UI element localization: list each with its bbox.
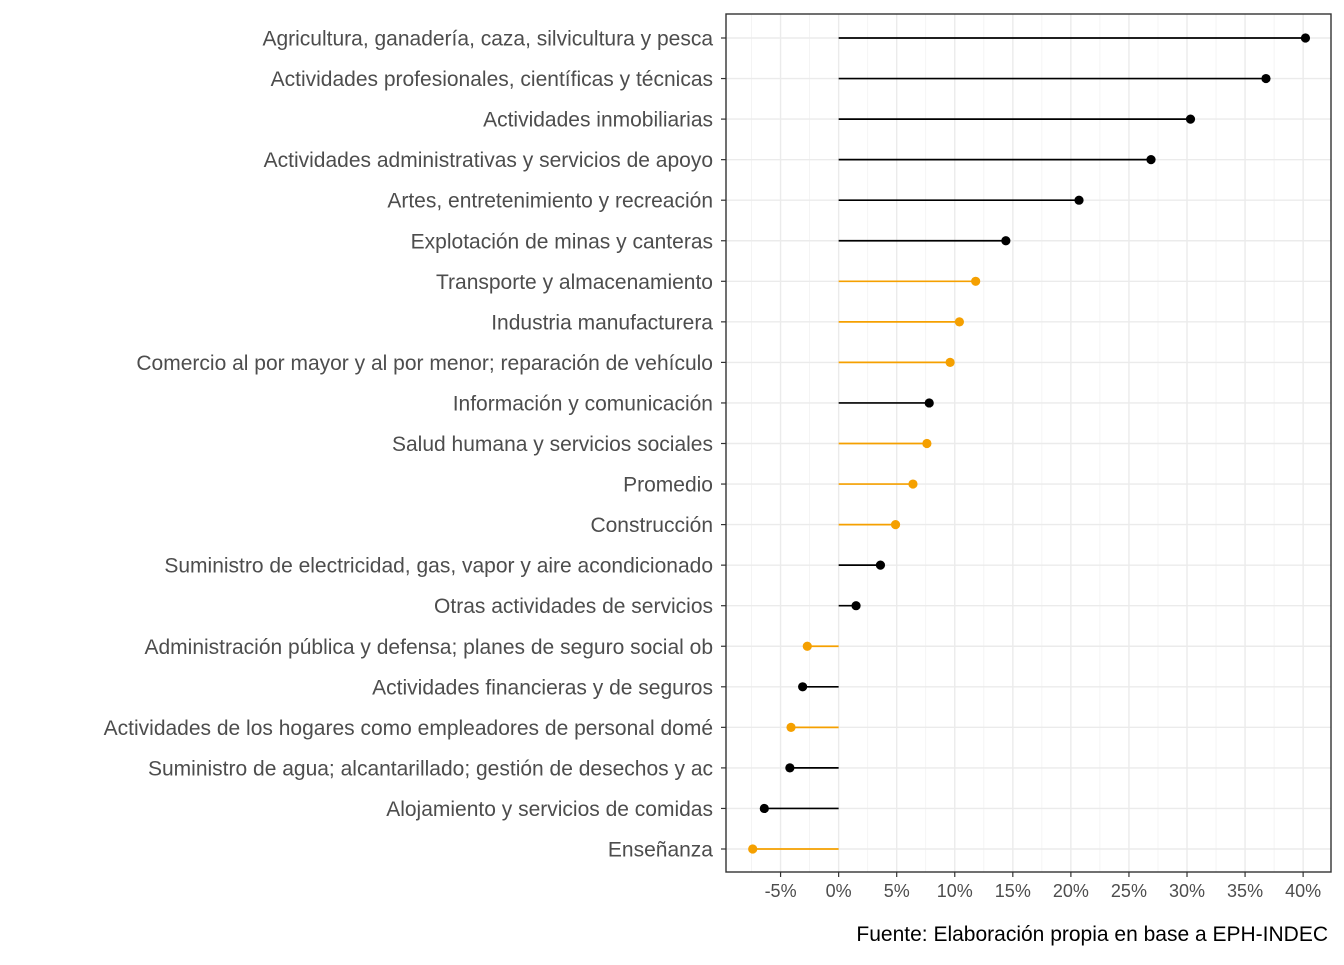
data-point	[1074, 195, 1084, 205]
x-tick-label: 30%	[1169, 881, 1205, 901]
data-point	[785, 763, 795, 773]
x-tick-label: 5%	[884, 881, 910, 901]
y-tick-label: Actividades de los hogares como empleado…	[104, 717, 713, 740]
data-point	[851, 601, 861, 611]
y-tick-label: Enseñanza	[608, 839, 713, 862]
y-tick-label: Actividades inmobiliarias	[483, 109, 713, 132]
y-tick-label: Explotación de minas y canteras	[411, 230, 713, 253]
y-tick-label: Suministro de agua; alcantarillado; gest…	[148, 757, 713, 780]
data-point	[924, 398, 934, 408]
x-tick-label: 35%	[1227, 881, 1263, 901]
data-point	[954, 317, 965, 327]
data-point	[890, 520, 901, 530]
y-tick-label: Comercio al por mayor y al por menor; re…	[136, 352, 713, 375]
x-tick-label: 15%	[995, 881, 1031, 901]
data-point	[1185, 114, 1196, 124]
data-point	[1001, 236, 1011, 246]
x-tick-label: 20%	[1053, 881, 1089, 901]
data-point	[786, 722, 796, 732]
data-point	[798, 682, 808, 692]
chart-caption: Fuente: Elaboración propia en base a EPH…	[856, 923, 1328, 946]
data-point	[802, 641, 812, 651]
y-tick-label: Suministro de electricidad, gas, vapor y…	[164, 555, 713, 578]
x-axis: -5% 0% 5% 10% 15% 20% 25% 30% 35% 40%	[765, 872, 1321, 901]
y-tick-label: Construcción	[590, 514, 713, 537]
y-tick-label: Transporte y almacenamiento	[436, 271, 713, 294]
x-tick-label: -5%	[765, 881, 797, 901]
y-tick-label: Actividades profesionales, científicas y…	[271, 68, 713, 91]
x-tick-label: 0%	[826, 881, 852, 901]
data-point	[971, 276, 981, 286]
y-tick-label: Agricultura, ganadería, caza, silvicultu…	[262, 28, 713, 51]
x-tick-label: 10%	[937, 881, 973, 901]
data-point	[1300, 33, 1311, 43]
y-tick-label: Salud humana y servicios sociales	[392, 433, 713, 456]
y-tick-label: Artes, entretenimiento y recreación	[387, 190, 713, 213]
data-point	[1146, 155, 1156, 165]
data-point	[945, 357, 955, 367]
data-point	[908, 479, 918, 489]
y-tick-label: Información y comunicación	[453, 392, 713, 415]
y-tick-label: Administración pública y defensa; planes…	[144, 636, 713, 659]
y-tick-label: Promedio	[623, 474, 713, 497]
marks-layer	[748, 33, 1311, 854]
data-point	[922, 438, 932, 449]
y-tick-label: Actividades financieras y de seguros	[372, 676, 713, 699]
data-point	[1261, 73, 1271, 84]
data-point	[748, 844, 758, 854]
data-point	[759, 803, 769, 814]
y-tick-label: Industria manufacturera	[491, 311, 713, 334]
y-tick-label: Actividades administrativas y servicios …	[264, 149, 713, 172]
x-tick-label: 25%	[1111, 881, 1147, 901]
x-tick-label: 40%	[1285, 881, 1321, 901]
y-axis: Agricultura, ganadería, caza, silvicultu…	[104, 28, 726, 862]
y-tick-label: Alojamiento y servicios de comidas	[386, 798, 713, 821]
data-point	[875, 560, 886, 570]
y-tick-label: Otras actividades de servicios	[434, 595, 713, 618]
